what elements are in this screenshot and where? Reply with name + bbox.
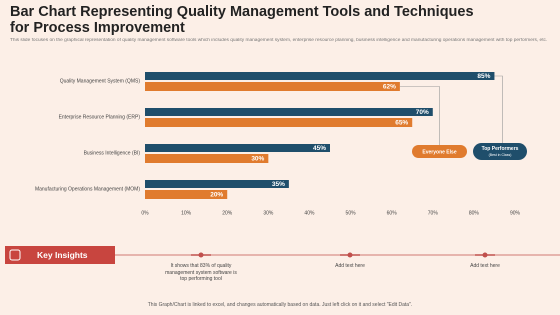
key-insights-box <box>5 246 115 264</box>
key-insights-title: Key Insights <box>37 250 88 260</box>
chart-subtitle: This slide focuses on the graphical repr… <box>10 38 548 43</box>
insight-marker <box>198 252 204 258</box>
x-tick-label: 10% <box>181 210 192 216</box>
x-tick-label: 40% <box>304 210 315 216</box>
value-label: 65% <box>395 120 408 127</box>
x-tick-label: 70% <box>428 210 439 216</box>
bar <box>145 82 400 91</box>
x-tick-label: 30% <box>263 210 274 216</box>
bar <box>145 180 289 188</box>
legend-connector <box>399 86 440 145</box>
bar <box>145 118 413 127</box>
legend-pill <box>412 145 467 158</box>
legend-label: Everyone Else <box>422 149 456 155</box>
value-label: 20% <box>210 192 223 199</box>
value-label: 35% <box>272 181 285 188</box>
insight-box: Add text here <box>335 263 365 269</box>
y-tick-label: Quality Management System (QMS) <box>60 78 141 84</box>
insight-box: It shows that 83% of quality management … <box>165 263 237 282</box>
insight-text: Add text here <box>335 263 365 269</box>
y-tick-label: Enterprise Resource Planning (ERP) <box>59 114 141 120</box>
value-label: 30% <box>251 156 264 163</box>
insight-icon <box>9 249 21 261</box>
bar <box>145 108 433 116</box>
x-tick-label: 60% <box>387 210 398 216</box>
footer: This Graph/Chart is linked to excel, and… <box>147 302 413 308</box>
value-label: 85% <box>477 73 490 80</box>
x-tick-label: 90% <box>510 210 521 216</box>
title-box: Bar Chart Representing Quality Managemen… <box>10 4 474 36</box>
y-tick-label: Manufacturing Operations Management (MOM… <box>35 186 140 192</box>
insight-box: Add text here <box>470 263 500 269</box>
y-tick-label: Business Intelligence (BI) <box>84 150 141 156</box>
value-label: 45% <box>313 145 326 152</box>
legend-pill <box>473 143 527 160</box>
insight-text: Add text here <box>470 263 500 269</box>
bar <box>145 154 269 163</box>
insight-text: It shows that 83% of quality management … <box>165 263 237 282</box>
x-tick-label: 0% <box>141 210 149 216</box>
bar <box>145 72 495 80</box>
x-tick-label: 80% <box>469 210 480 216</box>
legend-label: Top Performers <box>482 146 519 152</box>
x-tick-label: 50% <box>346 210 357 216</box>
subtitle-box: This slide focuses on the graphical repr… <box>10 38 548 43</box>
legend-note: (Best in Class) <box>489 153 512 157</box>
legend-connector <box>494 75 503 143</box>
bar <box>145 190 228 199</box>
bar <box>145 144 330 152</box>
insight-marker <box>347 252 353 258</box>
value-label: 70% <box>416 109 429 116</box>
footer-box: This Graph/Chart is linked to excel, and… <box>147 302 413 308</box>
x-tick-label: 20% <box>222 210 233 216</box>
value-label: 62% <box>383 84 396 91</box>
chart-title: Bar Chart Representing Quality Managemen… <box>10 4 474 36</box>
insight-marker <box>482 252 488 258</box>
